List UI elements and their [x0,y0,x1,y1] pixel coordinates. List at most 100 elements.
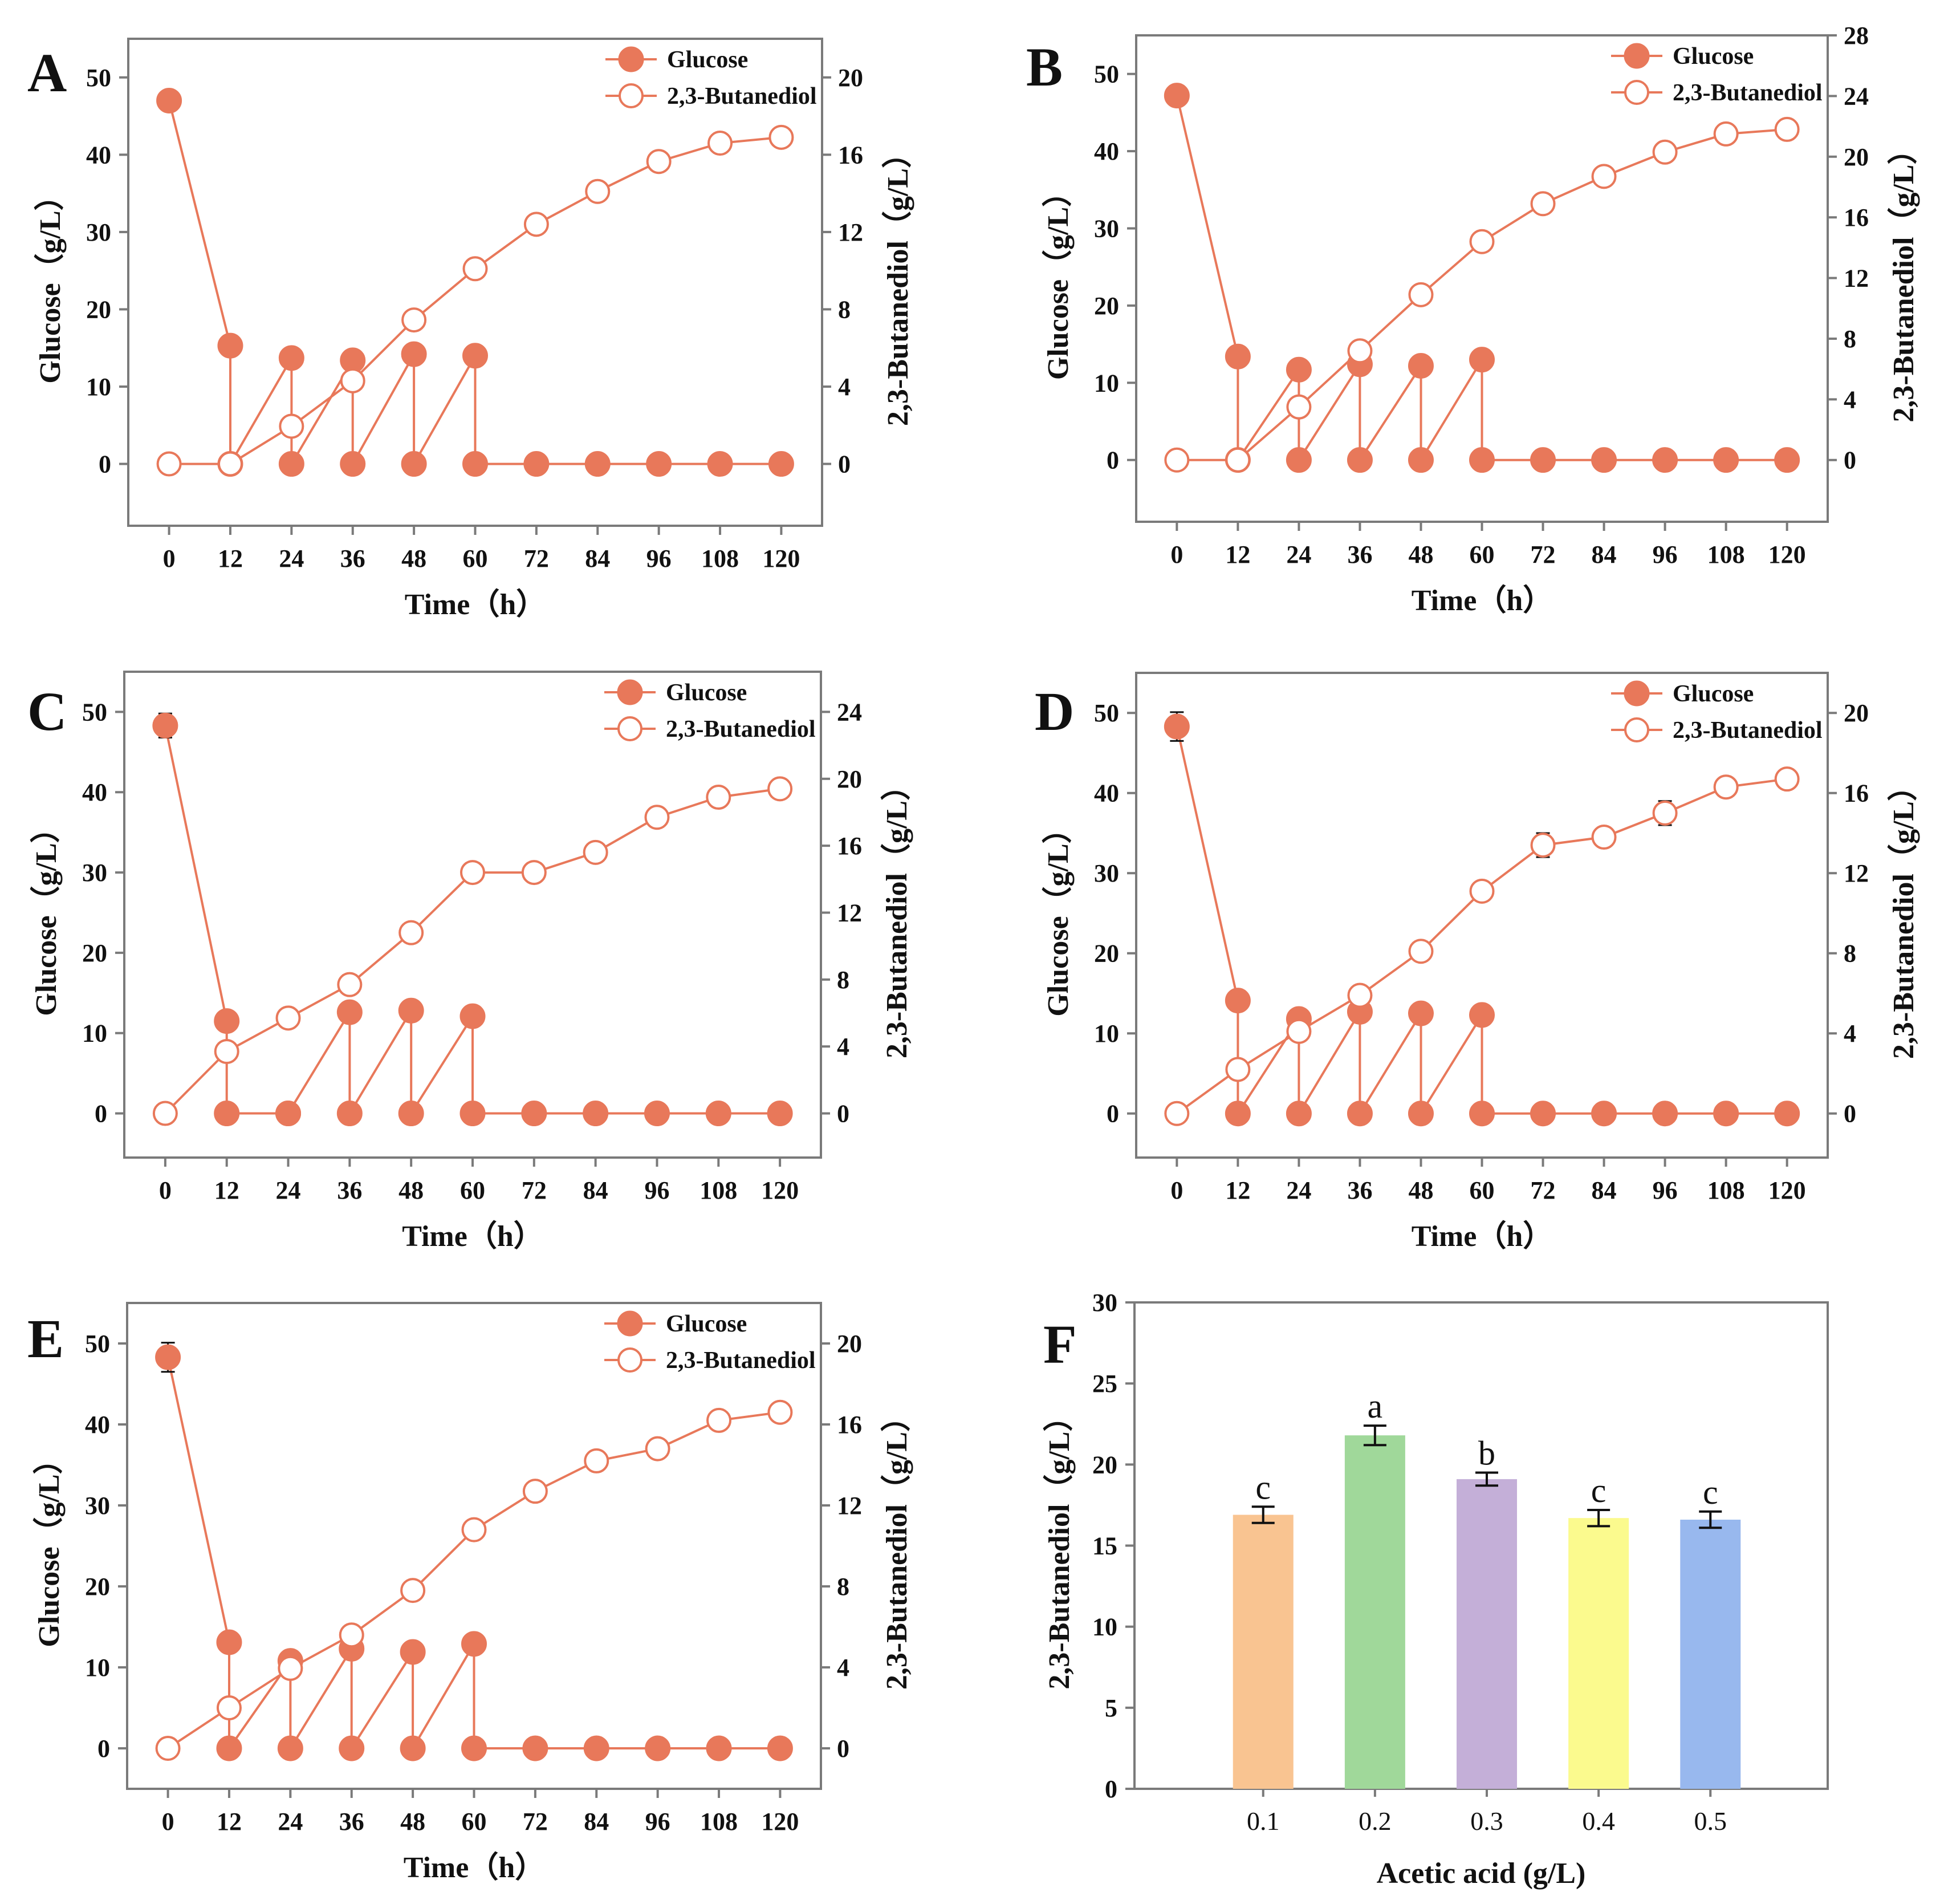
butanediol-point [340,368,365,393]
y-right-tick-label: 8 [837,1573,849,1601]
legend-item-glucose: Glucose [604,1310,747,1337]
series-line-glucose [164,725,780,1118]
glucose-point [336,999,363,1025]
glucose-point [1164,83,1190,109]
butanediol-point [521,860,547,886]
significance-letter: c [1255,1468,1271,1506]
glucose-point [401,341,427,367]
x-tick-label: 48 [398,1176,424,1204]
glucose-point [1591,447,1617,473]
glucose-point [459,1101,486,1127]
glucose-point [278,345,304,371]
x-tick-label: 60 [463,545,488,573]
glucose-point [1591,1101,1617,1127]
x-tick-label: 48 [1408,541,1433,569]
butanediol-point [155,1736,181,1761]
y-axis-title: 2,3-Butanediol（g/L） [1043,1402,1076,1689]
y-left-tick-label: 20 [85,1573,110,1601]
y-left-tick-label: 20 [82,939,107,967]
x-tick-label: 24 [279,545,304,573]
glucose-point [340,451,366,477]
legend-item-glucose: Glucose [605,46,748,73]
glucose-point [1225,988,1251,1014]
y-right-tick-label: 8 [837,966,849,994]
glucose-point [1652,1101,1678,1127]
glucose-point [156,87,182,113]
legend-item-glucose: Glucose [1611,680,1754,707]
y-left-tick-label: 20 [86,295,111,323]
y-left-tick-label: 20 [1094,292,1119,320]
y-left-tick-label: 40 [1094,780,1119,807]
y-left-tick-label: 30 [82,859,107,887]
glucose-point [214,1101,240,1127]
y-right-tick-label: 0 [1844,1100,1856,1128]
butanediol-point [1408,282,1434,307]
butanediol-point [523,212,549,237]
y-right-tick-label: 24 [1844,82,1869,110]
legend-label: Glucose [667,47,748,73]
butanediol-point [644,805,670,830]
legend-marker [617,1310,643,1337]
y-tick-label: 25 [1092,1370,1117,1398]
x-tick-label: 0.2 [1359,1806,1392,1836]
panel-d: D0 12 24 36 48 60 72 84 96 108 1200102030405004812… [1035,672,1920,1253]
butanediol-point [156,451,182,477]
y-left-tick-label: 50 [86,64,111,92]
butanediol-point [152,1101,178,1126]
glucose-point [401,451,427,477]
y-left-tick-label: 0 [1107,1100,1119,1128]
y-right-tick-label: 8 [838,295,851,323]
y-left-tick-label: 50 [1094,60,1119,88]
legend-marker [1624,80,1649,105]
y-right-tick-label: 28 [1844,22,1869,50]
y-right-tick-label: 20 [838,64,863,92]
butanediol-point [767,776,793,802]
panel-letter: E [27,1308,64,1369]
glucose-point [1408,1101,1434,1127]
glucose-point [583,1101,609,1127]
x-tick-label: 12 [218,545,243,573]
glucose-point [521,1101,547,1127]
butanediol-point [584,1448,609,1473]
y-left-tick-label: 50 [82,698,107,726]
x-tick-label: 12 [1225,1176,1250,1204]
glucose-point [1164,713,1190,740]
y-left-tick-label: 0 [97,1735,110,1763]
y-right-tick-label: 4 [838,373,851,401]
bar-0-3 [1457,1479,1517,1789]
butanediol-point [522,1479,548,1504]
x-tick-label: 0.5 [1694,1806,1727,1836]
x-axis-title: Time（h） [402,1220,543,1253]
x-axis-title: Time（h） [404,1851,545,1884]
x-tick-label: 120 [761,1176,799,1204]
x-tick-label: 72 [523,1808,548,1836]
glucose-point [1774,1101,1800,1127]
glucose-point [1713,1101,1739,1127]
butanediol-point [217,451,243,477]
y-left-tick-label: 50 [1094,699,1119,727]
x-tick-label: 120 [761,1808,799,1836]
y-right-tick-label: 16 [837,832,862,860]
legend-marker [1624,43,1650,69]
x-tick-label: 0 [162,1808,174,1836]
x-tick-label: 24 [276,1176,301,1204]
legend-label: Glucose [1673,43,1754,70]
y-right-tick-label: 8 [1844,325,1856,353]
y-right-tick-label: 24 [837,698,862,726]
butanediol-point [337,972,363,997]
butanediol-point [645,1436,670,1462]
y-right-tick-label: 4 [1844,385,1856,413]
butanediol-point [460,860,485,886]
y-right-tick-label: 12 [1844,265,1869,293]
x-tick-label: 0 [163,545,176,573]
glucose-point [584,451,611,477]
x-axis-title: Time（h） [1412,1220,1553,1253]
butanediol-point [1713,774,1739,800]
panel-letter: F [1043,1314,1077,1375]
y-right-tick-label: 8 [1844,940,1856,968]
glucose-point [768,451,794,477]
x-tick-label: 24 [1286,541,1311,569]
glucose-point [275,1101,302,1127]
butanediol-point [767,1399,793,1425]
y-left-tick-label: 20 [1094,940,1119,968]
